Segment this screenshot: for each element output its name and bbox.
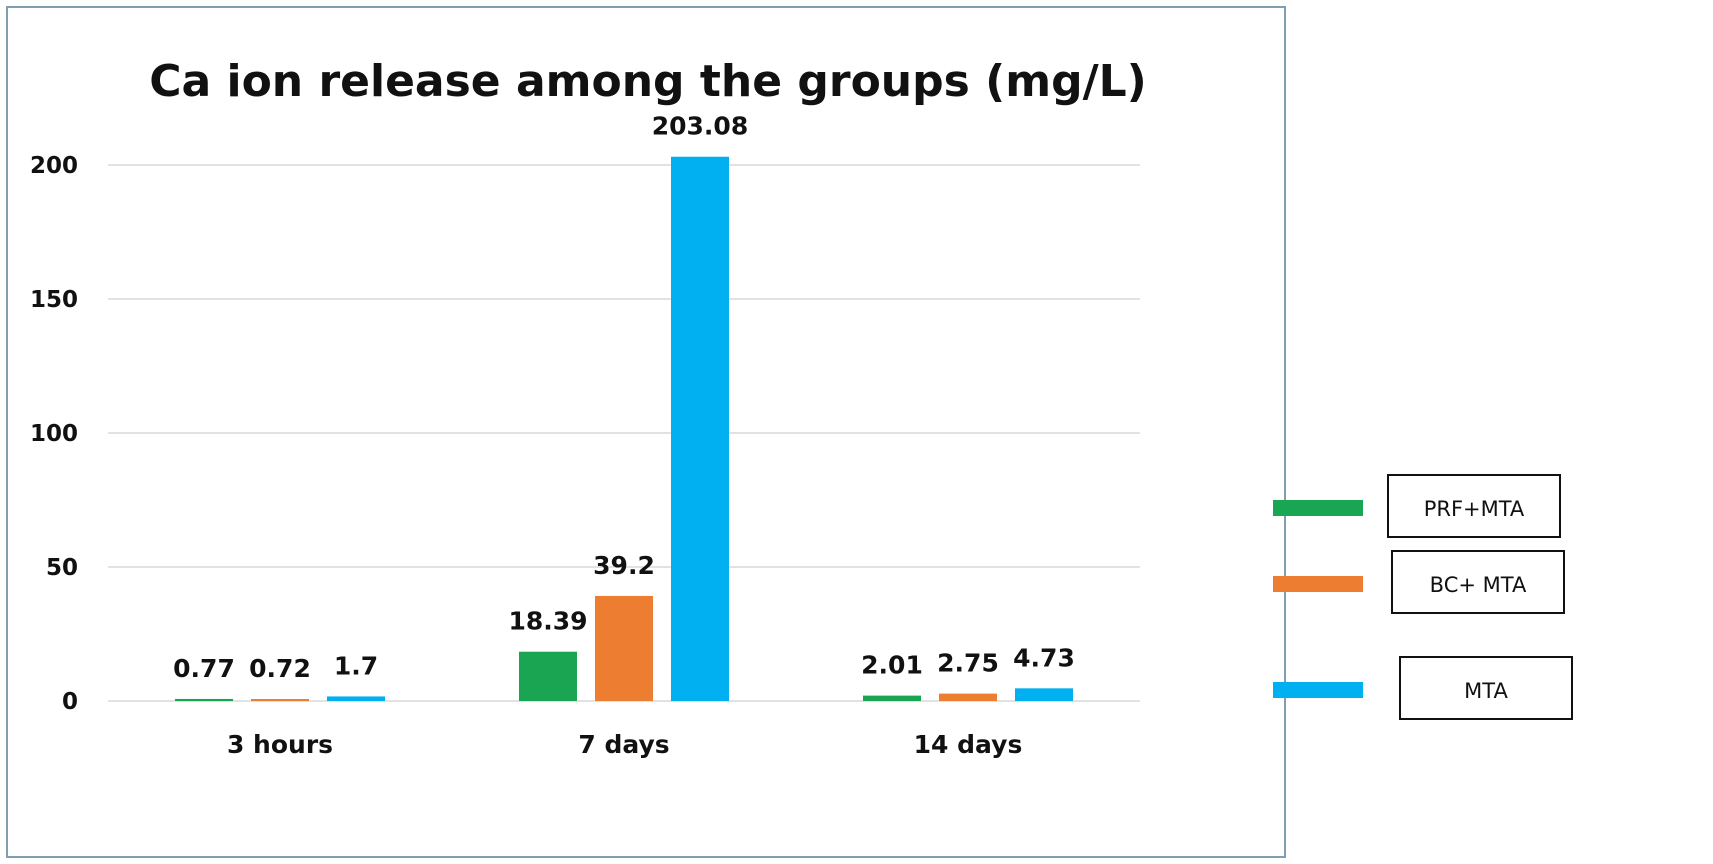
y-tick-label: 50 [46,555,78,581]
bar [251,699,309,701]
y-tick-label: 0 [62,689,78,715]
bar [863,695,921,701]
bar [1015,688,1073,701]
data-label: 2.75 [937,649,999,678]
bar [519,651,577,701]
x-category-label: 3 hours [227,730,333,759]
bar-chart: Ca ion release among the groups (mg/L) 0… [30,56,1147,759]
x-axis-categories: 3 hours 7 days 14 days [227,730,1022,759]
legend-entry-box [1387,474,1561,538]
data-label: 203.08 [652,112,748,141]
y-tick-label: 150 [30,287,78,313]
bars [175,156,1073,701]
chart-frame: Ca ion release among the groups (mg/L) 0… [6,6,1286,858]
legend: PRF+MTA BC+ MTA MTA [1273,474,1573,720]
bar [175,698,233,701]
bar [595,595,653,701]
bar [671,156,729,701]
legend-label: MTA [1464,679,1508,703]
data-label: 0.72 [249,654,311,683]
data-label: 39.2 [593,551,655,580]
x-category-label: 14 days [914,730,1023,759]
x-category-label: 7 days [578,730,669,759]
legend-swatch [1273,576,1363,592]
legend-label: BC+ MTA [1430,573,1527,597]
legend-swatch [1273,682,1363,698]
legend-swatch [1273,500,1363,516]
y-tick-label: 200 [30,153,78,179]
data-label: 18.39 [508,607,587,636]
data-label: 0.77 [173,654,235,683]
bar [939,693,997,701]
data-label: 1.7 [334,651,378,680]
bar [327,696,385,701]
data-label: 4.73 [1013,643,1075,672]
data-label: 2.01 [861,651,923,680]
legend-label: PRF+MTA [1424,497,1525,521]
y-axis-ticks: 0 50 100 150 200 [30,153,78,715]
legend-entry-box [1399,656,1573,720]
legend-entry-box [1391,550,1565,614]
chart-title: Ca ion release among the groups (mg/L) [149,56,1147,107]
y-tick-label: 100 [30,421,78,447]
